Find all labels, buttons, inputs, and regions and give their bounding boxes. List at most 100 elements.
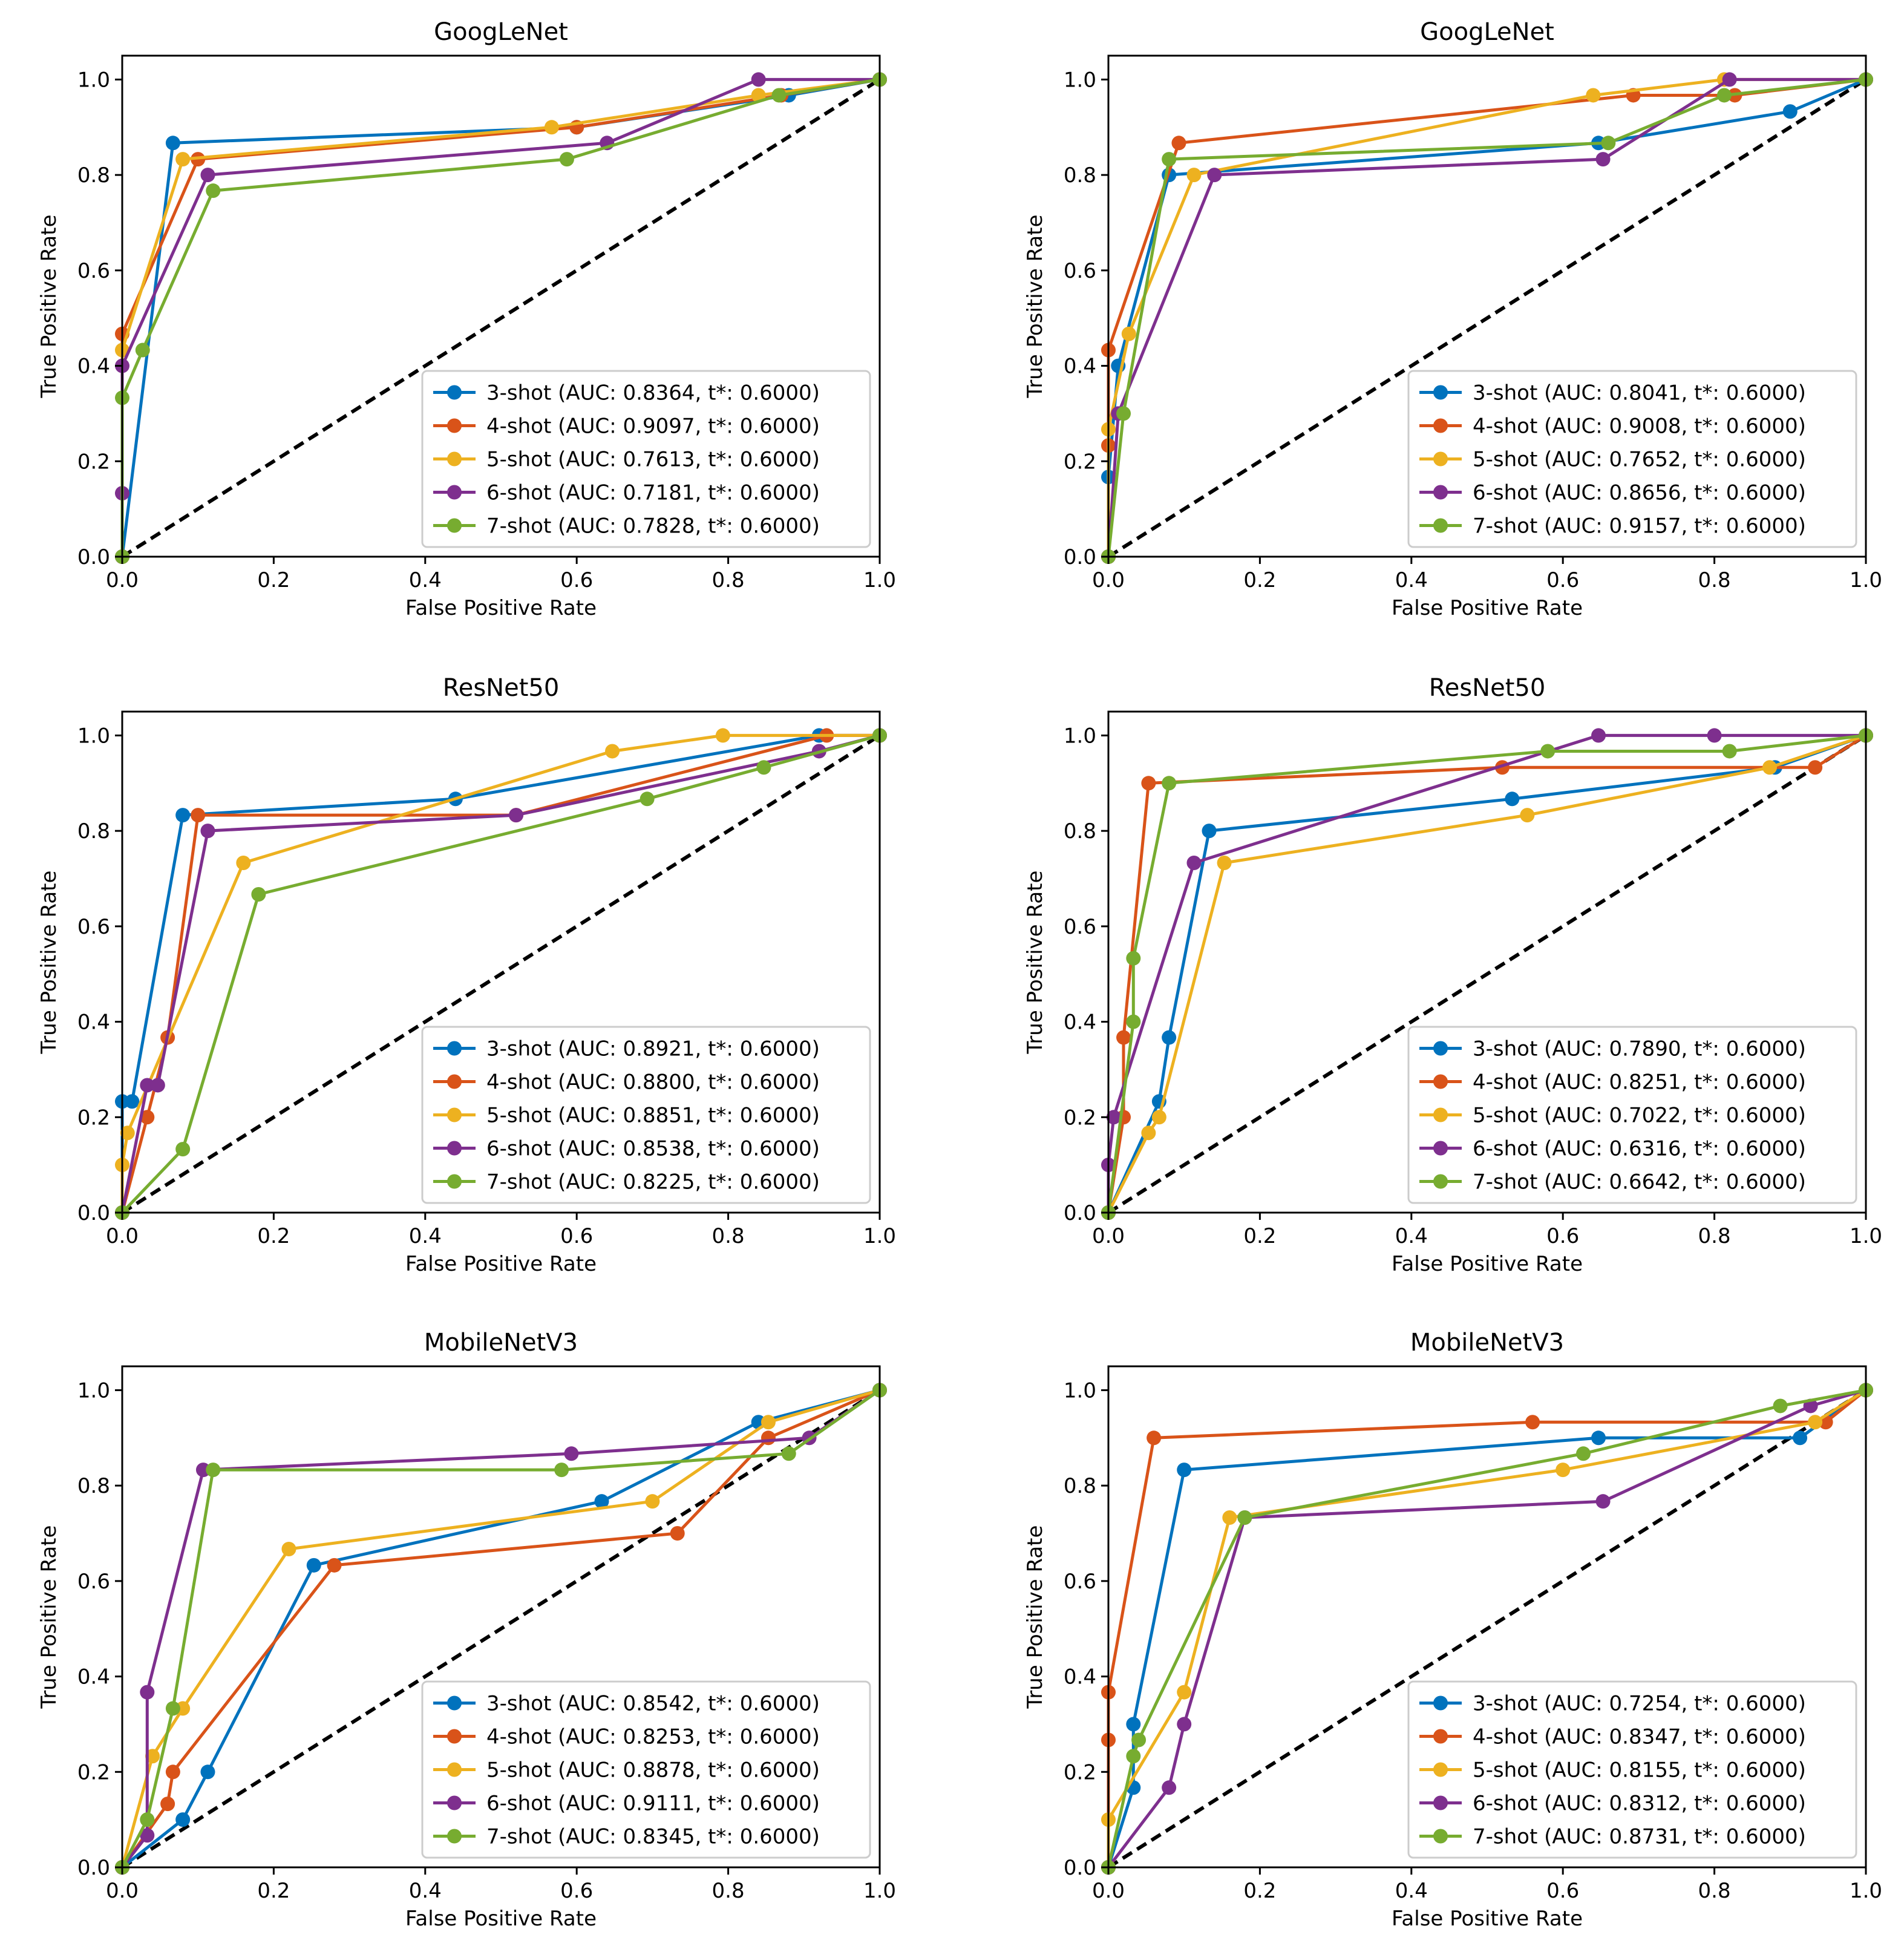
data-point-6-shot: [150, 1078, 165, 1093]
legend: 3-shot (AUC: 0.7890, t*: 0.6000) 4-shot (…: [1407, 1026, 1857, 1204]
data-point-7-shot: [1126, 1749, 1141, 1764]
legend-entry-4-shot: 4-shot (AUC: 0.9008, t*: 0.6000): [1473, 414, 1806, 439]
legend-marker-7-shot: [1433, 1829, 1448, 1844]
legend-marker-3-shot: [447, 385, 462, 400]
legend-entry-5-shot: 5-shot (AUC: 0.8851, t*: 0.6000): [486, 1104, 820, 1128]
y-tick-label: 0.8: [1064, 819, 1096, 844]
y-tick-label: 0.4: [77, 1011, 110, 1035]
data-point-7-shot: [771, 88, 787, 103]
data-point-3-shot: [200, 1764, 215, 1780]
plot-frame: [121, 710, 881, 1214]
data-point-3-shot: [1505, 791, 1520, 807]
data-point-6-shot: [509, 808, 524, 823]
y-tick-label: 0.2: [1064, 1106, 1096, 1130]
data-point-7-shot: [251, 887, 266, 902]
legend-marker-4-shot: [447, 1074, 462, 1089]
data-point-3-shot: [1202, 824, 1217, 839]
y-tick-label: 0.0: [77, 1856, 110, 1880]
data-point-4-shot: [1141, 776, 1156, 791]
data-point-3-shot: [175, 1812, 191, 1827]
data-point-6-shot: [1162, 1780, 1177, 1795]
y-tick-label: 0.2: [1064, 1760, 1096, 1784]
legend-marker-3-shot: [447, 1695, 462, 1711]
legend-entry-5-shot: 5-shot (AUC: 0.8155, t*: 0.6000): [1473, 1758, 1806, 1783]
data-point-7-shot: [1126, 951, 1141, 966]
legend-marker-7-shot: [447, 1174, 462, 1189]
legend-entry-6-shot: 6-shot (AUC: 0.6316, t*: 0.6000): [1473, 1137, 1806, 1161]
y-tick-label: 1.0: [77, 724, 110, 748]
legend-marker-6-shot: [447, 485, 462, 500]
x-axis-label: False Positive Rate: [1392, 1252, 1583, 1276]
legend-entry-7-shot: 7-shot (AUC: 0.6642, t*: 0.6000): [1473, 1170, 1806, 1194]
x-tick-label: 0.2: [257, 568, 290, 592]
series-line-7-shot: [121, 733, 880, 1214]
legend-entry-4-shot: 4-shot (AUC: 0.8347, t*: 0.6000): [1473, 1725, 1806, 1749]
legend-marker-7-shot: [447, 1829, 462, 1844]
legend-entry-7-shot: 7-shot (AUC: 0.8225, t*: 0.6000): [486, 1170, 820, 1194]
data-point-5-shot: [605, 744, 620, 759]
y-tick-label: 0.6: [1064, 1570, 1096, 1594]
x-tick-label: 0.4: [409, 1224, 442, 1248]
data-point-5-shot: [281, 1542, 296, 1557]
diagonal-reference-line: [1107, 733, 1867, 1214]
x-tick-label: 0.8: [712, 1879, 745, 1903]
legend-entry-7-shot: 7-shot (AUC: 0.8731, t*: 0.6000): [1473, 1825, 1806, 1849]
y-tick-label: 1.0: [77, 1378, 110, 1403]
diagonal-reference-line: [121, 733, 881, 1214]
data-point-5-shot: [175, 152, 191, 167]
x-tick-label: 1.0: [1850, 568, 1882, 592]
data-point-6-shot: [1722, 72, 1737, 87]
legend-marker-5-shot: [447, 1107, 462, 1122]
y-tick-label: 0.0: [1064, 545, 1096, 569]
chart-title: MobileNetV3: [424, 1329, 578, 1357]
data-point-5-shot: [1121, 326, 1136, 341]
x-tick-label: 0.8: [712, 568, 745, 592]
chart-title: MobileNetV3: [1410, 1329, 1564, 1357]
chart-title: GoogLeNet: [1420, 18, 1554, 46]
y-tick-label: 0.0: [1064, 1856, 1096, 1880]
x-tick-label: 0.6: [1546, 1224, 1579, 1248]
legend-entry-6-shot: 6-shot (AUC: 0.7181, t*: 0.6000): [486, 481, 820, 505]
data-point-5-shot: [145, 1749, 160, 1764]
x-tick-label: 0.0: [1092, 1224, 1125, 1248]
diagonal-reference-line: [121, 1388, 881, 1869]
x-tick-label: 0.0: [1092, 1879, 1125, 1903]
legend-marker-3-shot: [1433, 1041, 1448, 1056]
legend-box: [1407, 370, 1857, 548]
chart-title: ResNet50: [443, 674, 560, 702]
data-point-5-shot: [761, 1415, 776, 1430]
legend-box: [1407, 1680, 1857, 1859]
data-point-3-shot: [1126, 1717, 1141, 1732]
y-tick-label: 0.4: [1064, 355, 1096, 379]
chart-title: GoogLeNet: [434, 18, 568, 46]
legend-entry-3-shot: 3-shot (AUC: 0.8542, t*: 0.6000): [486, 1692, 820, 1716]
y-axis-label: True Positive Rate: [37, 871, 61, 1055]
y-axis-label: True Positive Rate: [1023, 871, 1047, 1055]
data-point-7-shot: [640, 791, 655, 807]
diagonal-reference-line: [121, 77, 881, 559]
data-point-5-shot: [120, 1125, 135, 1141]
data-point-5-shot: [1177, 1685, 1192, 1700]
legend-marker-7-shot: [1433, 1174, 1448, 1189]
data-point-3-shot: [594, 1494, 609, 1509]
y-tick-label: 0.6: [77, 915, 110, 939]
data-point-7-shot: [206, 183, 221, 198]
x-axis-label: False Positive Rate: [1392, 596, 1583, 620]
data-point-6-shot: [200, 824, 215, 839]
data-point-5-shot: [1217, 855, 1232, 870]
data-point-5-shot: [1762, 760, 1777, 775]
legend: 3-shot (AUC: 0.8542, t*: 0.6000) 4-shot (…: [421, 1680, 871, 1859]
legend-entry-4-shot: 4-shot (AUC: 0.8251, t*: 0.6000): [1473, 1070, 1806, 1095]
y-tick-label: 1.0: [1064, 1378, 1096, 1403]
legend-marker-3-shot: [447, 1041, 462, 1056]
legend-marker-4-shot: [1433, 1729, 1448, 1744]
y-axis-label: True Positive Rate: [1023, 215, 1047, 399]
y-tick-label: 0.4: [77, 1665, 110, 1689]
data-point-7-shot: [165, 1701, 180, 1716]
y-tick-label: 0.6: [1064, 259, 1096, 283]
legend-entry-3-shot: 3-shot (AUC: 0.7890, t*: 0.6000): [1473, 1037, 1806, 1061]
data-point-5-shot: [1520, 808, 1535, 823]
x-tick-label: 0.0: [1092, 568, 1125, 592]
x-tick-label: 0.4: [409, 568, 442, 592]
plot-frame: [1107, 710, 1867, 1214]
